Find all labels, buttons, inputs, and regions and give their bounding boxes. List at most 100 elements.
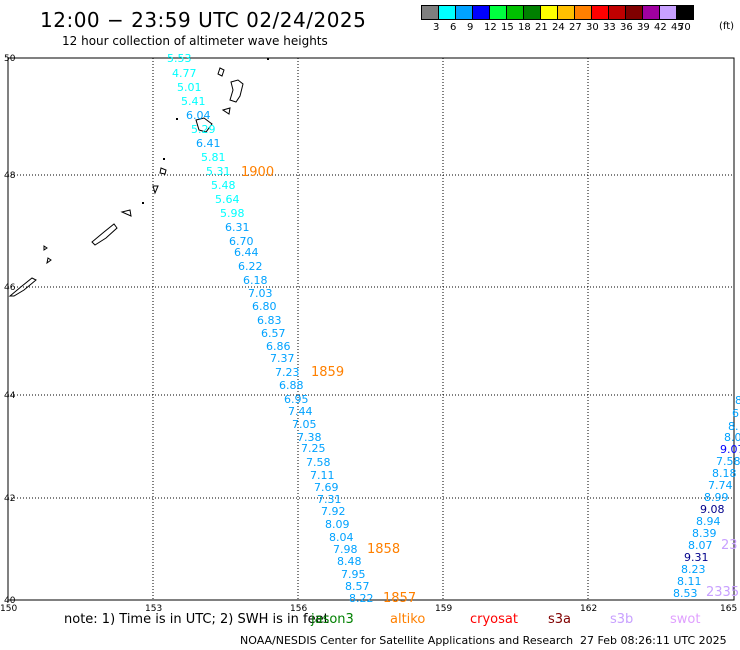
track-a-value: 5.41 xyxy=(181,95,206,108)
legend-unit: (ft) xyxy=(719,21,735,32)
track-a-value: 7.38 xyxy=(297,431,322,444)
credit-timestamp: 27 Feb 08:26:11 UTC 2025 xyxy=(580,634,727,647)
lon-tick-label: 156 xyxy=(290,604,307,614)
legend-label: 42 xyxy=(654,22,667,33)
track-a-time: 1857 xyxy=(383,591,416,606)
legend-label: 27 xyxy=(569,22,582,33)
track-a-value: 5.29 xyxy=(191,123,216,136)
track-a-value: 5.01 xyxy=(177,81,202,94)
track-a-value: 5.98 xyxy=(220,207,245,220)
mission-label-cryosat: cryosat xyxy=(470,612,518,627)
legend-swatch: 70 xyxy=(676,5,694,33)
footer-note: note: 1) Time is in UTC; 2) SWH is in fe… xyxy=(64,612,329,627)
track-a-value: 6.88 xyxy=(279,379,304,392)
legend-label: 36 xyxy=(620,22,633,33)
track-a-value: 6.22 xyxy=(238,260,263,273)
track-a-value: 5.31 xyxy=(206,165,231,178)
lat-tick-label: 50 xyxy=(4,54,16,64)
legend-label: 15 xyxy=(501,22,514,33)
track-b-value: 8.94 xyxy=(696,515,721,528)
track-a-value: 6.44 xyxy=(234,246,259,259)
track-b-value: 8.39 xyxy=(692,527,717,540)
lon-tick-label: 162 xyxy=(580,604,597,614)
track-a-value: 8.09 xyxy=(325,518,350,531)
track-a-value: 4.77 xyxy=(172,67,197,80)
legend-label: 70 xyxy=(678,22,691,33)
track-a-time: 1859 xyxy=(311,365,344,380)
lat-tick-label: 44 xyxy=(4,391,16,401)
track-a-value: 5.48 xyxy=(211,179,236,192)
mission-label-s3a: s3a xyxy=(548,612,572,627)
track-b-value: 6 xyxy=(732,407,739,420)
track-a-value: 7.23 xyxy=(275,366,300,379)
coastline xyxy=(217,67,225,77)
track-a-value: 7.37 xyxy=(270,352,295,365)
track-a-value: 7.44 xyxy=(288,405,313,418)
track-a-value: 6.70 xyxy=(229,235,254,248)
color-legend: 3 6 9 12 15 18 21 24 27 30 33 36 39 42 45 70 xyxy=(421,5,694,33)
page-title: 12:00 − 23:59 UTC 02/24/2025 xyxy=(40,8,367,32)
track-a-value: 7.69 xyxy=(314,481,339,494)
legend-label: 45 xyxy=(671,22,684,33)
track-a-value: 7.92 xyxy=(321,505,346,518)
legend-label: 30 xyxy=(586,22,599,33)
track-a-time: 1900 xyxy=(241,165,274,180)
track-b-value: 8.11 xyxy=(677,575,702,588)
coastline xyxy=(195,117,213,133)
track-a-value: 6.80 xyxy=(252,300,277,313)
credit-line: NOAA/NESDIS Center for Satellite Applica… xyxy=(240,634,574,647)
track-a-value: 8.04 xyxy=(329,531,354,544)
coastline xyxy=(159,167,167,175)
track-b-value: 7.58 xyxy=(716,455,740,468)
legend-label: 12 xyxy=(484,22,497,33)
track-b-value: 8.0 xyxy=(724,431,740,444)
legend-label: 39 xyxy=(637,22,650,33)
island-dot xyxy=(176,118,178,120)
track-a-value: 7.03 xyxy=(248,287,273,300)
coastline xyxy=(152,185,159,195)
island-dot xyxy=(163,158,165,160)
track-b-value: 7.74 xyxy=(708,479,733,492)
track-a-value: 6.86 xyxy=(266,340,291,353)
mission-label-s3b: s3b xyxy=(610,612,634,627)
legend-label: 3 xyxy=(433,22,440,33)
track-b-value: 8.23 xyxy=(681,563,706,576)
legend-label: 18 xyxy=(518,22,531,33)
lat-tick-label: 46 xyxy=(4,283,16,293)
track-b-value: 8.18 xyxy=(712,467,737,480)
lat-tick-label: 48 xyxy=(4,171,16,181)
track-b-value: 8.07 xyxy=(688,539,713,552)
legend-label: 33 xyxy=(603,22,616,33)
track-a-value: 7.98 xyxy=(333,543,358,556)
track-a-value: 7.58 xyxy=(306,456,331,469)
track-a-value: 5.53 xyxy=(167,52,192,65)
coastline xyxy=(46,257,52,265)
map-frame xyxy=(7,57,735,601)
mission-label-jason3: jason3 xyxy=(311,612,354,627)
track-b-value: 8.99 xyxy=(704,491,729,504)
track-b-value: 8 xyxy=(735,394,740,407)
mission-label-swot: swot xyxy=(670,612,701,627)
track-a-value: 6.31 xyxy=(225,221,250,234)
track-b-value: 8. xyxy=(728,420,739,433)
track-a-value: 6.57 xyxy=(261,327,286,340)
legend-label: 21 xyxy=(535,22,548,33)
track-a-value: 5.64 xyxy=(215,193,240,206)
track-a-time: 1858 xyxy=(367,542,400,557)
coastline xyxy=(8,277,37,297)
track-a-value: 6.04 xyxy=(186,109,211,122)
track-b-time: 23 xyxy=(721,538,738,553)
coastline xyxy=(120,209,132,217)
lon-tick-label: 165 xyxy=(720,604,737,614)
legend-swatch: 42 xyxy=(642,5,667,33)
coastline xyxy=(43,245,48,251)
lon-tick-label: 150 xyxy=(0,604,17,614)
track-b-value: 9.31 xyxy=(684,551,709,564)
track-a-value: 7.05 xyxy=(292,418,317,431)
coastline xyxy=(229,79,244,103)
lat-tick-label: 42 xyxy=(4,494,15,504)
track-a-value: 6.41 xyxy=(196,137,221,150)
track-a-value: 5.81 xyxy=(201,151,226,164)
